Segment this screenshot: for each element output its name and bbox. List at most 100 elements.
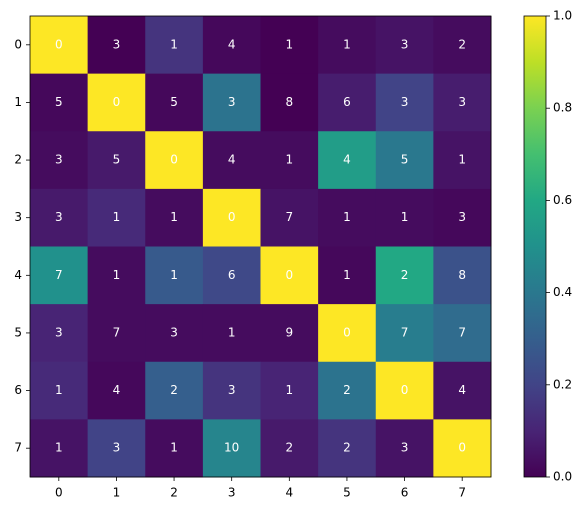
heatmap-cell <box>433 16 492 75</box>
cell-label: 3 <box>55 153 63 167</box>
y-tick-label: 1 <box>14 95 22 109</box>
heatmap-cell <box>375 246 434 305</box>
cell-label: 0 <box>228 210 236 224</box>
cell-label: 3 <box>401 441 409 455</box>
heatmap-cell <box>145 246 204 305</box>
colorbar <box>523 15 547 478</box>
y-tick-label: 5 <box>14 325 22 339</box>
heatmap-cell <box>30 131 89 190</box>
heatmap-cell <box>375 361 434 420</box>
colorbar-tick-label: 0.4 <box>553 285 572 299</box>
cell-label: 1 <box>343 268 351 282</box>
plot-frame <box>29 15 492 478</box>
heatmap-cell <box>87 246 146 305</box>
heatmap-cell <box>433 246 492 305</box>
cell-label: 0 <box>55 37 63 51</box>
heatmap-cell <box>30 419 89 478</box>
cell-label: 1 <box>401 210 409 224</box>
heatmap-cell <box>318 246 377 305</box>
heatmap-cell <box>260 304 319 363</box>
y-tick-label: 6 <box>14 383 22 397</box>
cell-label: 4 <box>228 153 236 167</box>
cell-label: 3 <box>170 325 178 339</box>
heatmap-cell <box>433 361 492 420</box>
heatmap-cell <box>202 73 261 132</box>
colorbar-tick-label: 0.0 <box>553 470 572 484</box>
cell-label: 1 <box>285 153 293 167</box>
heatmap-cell <box>375 73 434 132</box>
cell-label: 9 <box>285 325 293 339</box>
heatmap-cell <box>260 419 319 478</box>
cell-label: 3 <box>55 210 63 224</box>
cell-label: 3 <box>458 95 466 109</box>
cell-label: 1 <box>170 268 178 282</box>
y-tick-label: 2 <box>14 153 22 167</box>
heatmap-cell <box>318 73 377 132</box>
heatmap-cell <box>260 188 319 247</box>
heatmap-cell <box>145 131 204 190</box>
cell-label: 1 <box>170 37 178 51</box>
cell-label: 8 <box>458 268 466 282</box>
x-tick-label: 0 <box>55 486 63 500</box>
cell-label: 5 <box>170 95 178 109</box>
heatmap-cell <box>87 188 146 247</box>
heatmap-cell <box>375 188 434 247</box>
cell-label: 7 <box>285 210 293 224</box>
cell-label: 0 <box>285 268 293 282</box>
cell-label: 1 <box>113 210 121 224</box>
heatmap-cell <box>30 16 89 75</box>
cell-label: 2 <box>343 383 351 397</box>
heatmap-cell <box>433 419 492 478</box>
heatmap-cell <box>30 246 89 305</box>
heatmap-cell <box>260 246 319 305</box>
x-tick-label: 3 <box>228 486 236 500</box>
cell-label: 0 <box>170 153 178 167</box>
heatmap-cell <box>145 361 204 420</box>
cell-label: 2 <box>458 37 466 51</box>
heatmap-cell <box>87 419 146 478</box>
heatmap-cell <box>260 131 319 190</box>
cell-label: 1 <box>170 210 178 224</box>
heatmap-cell <box>375 131 434 190</box>
heatmap-cell <box>375 419 434 478</box>
colorbar-tick-label: 0.8 <box>553 101 572 115</box>
cell-label: 0 <box>113 95 121 109</box>
heatmap-cell <box>202 419 261 478</box>
heatmap-cell <box>202 16 261 75</box>
cell-label: 3 <box>113 441 121 455</box>
x-tick-label: 7 <box>458 486 466 500</box>
x-tick-label: 6 <box>401 486 409 500</box>
heatmap-cell <box>318 16 377 75</box>
x-tick-label: 4 <box>285 486 293 500</box>
cell-label: 7 <box>113 325 121 339</box>
cell-label: 4 <box>228 37 236 51</box>
heatmap-cell <box>202 188 261 247</box>
cell-label: 0 <box>401 383 409 397</box>
heatmap-cell <box>145 304 204 363</box>
cell-label: 4 <box>343 153 351 167</box>
heatmap-cell <box>145 73 204 132</box>
cell-label: 5 <box>113 153 121 167</box>
heatmap-cell <box>260 361 319 420</box>
cell-label: 5 <box>55 95 63 109</box>
y-tick-label: 0 <box>14 37 22 51</box>
x-tick-label: 2 <box>170 486 178 500</box>
cell-label: 3 <box>458 210 466 224</box>
cell-label: 7 <box>401 325 409 339</box>
cell-label: 7 <box>458 325 466 339</box>
heatmap-cell <box>318 361 377 420</box>
cell-label: 1 <box>55 383 63 397</box>
colorbar-tick-label: 1.0 <box>553 9 572 23</box>
heatmap-cell <box>87 361 146 420</box>
cell-label: 3 <box>113 37 121 51</box>
heatmap-cell <box>30 304 89 363</box>
heatmap-cell <box>260 73 319 132</box>
cell-label: 8 <box>285 95 293 109</box>
cell-label: 1 <box>113 268 121 282</box>
heatmap-cell <box>433 304 492 363</box>
heatmap-cell <box>87 16 146 75</box>
cell-label: 3 <box>228 95 236 109</box>
cell-label: 5 <box>401 153 409 167</box>
cell-label: 1 <box>285 383 293 397</box>
heatmap-cell <box>318 188 377 247</box>
